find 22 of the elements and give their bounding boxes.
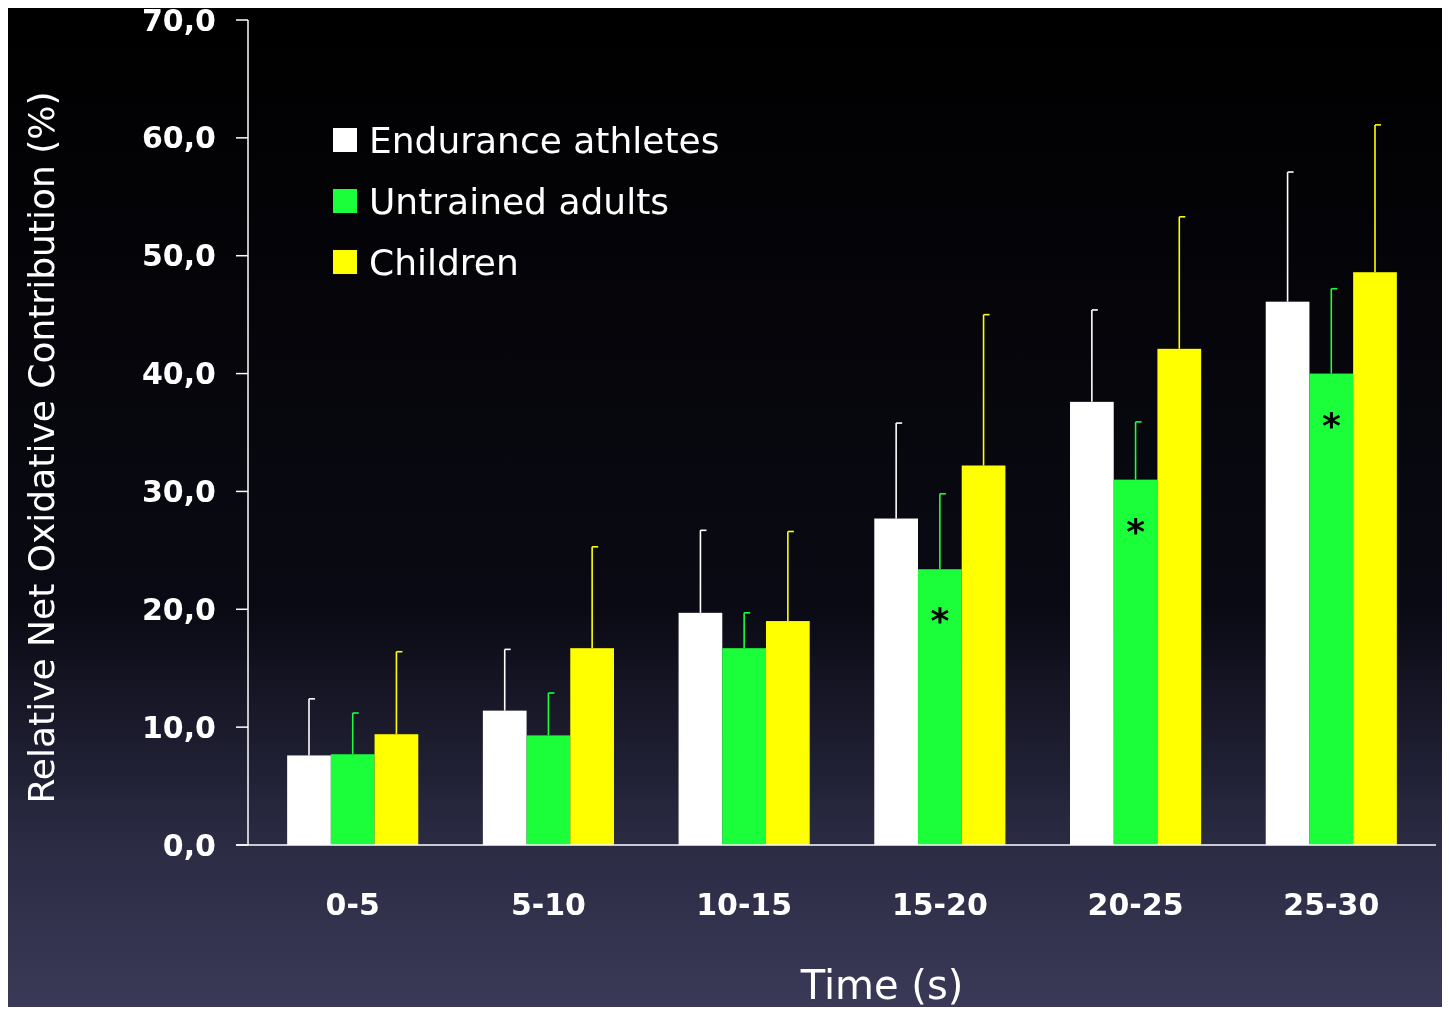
x-tick-label: 15-20 xyxy=(891,887,988,922)
y-tick-label: 70,0 xyxy=(141,2,216,38)
y-tick-label: 10,0 xyxy=(141,709,216,745)
annotation: * xyxy=(1126,510,1146,552)
x-tick-label: 5-10 xyxy=(510,887,586,922)
y-tick-label: 20,0 xyxy=(141,591,216,627)
x-axis-title: Time (s) xyxy=(799,962,964,1008)
y-tick-label: 40,0 xyxy=(141,356,216,392)
legend-label: Untrained adults xyxy=(369,180,670,222)
x-tick-label: 10-15 xyxy=(696,887,793,922)
x-tick-label: 0-5 xyxy=(325,887,380,922)
legend-label: Children xyxy=(369,241,519,283)
y-tick-label: 0,0 xyxy=(162,827,216,863)
x-tick-label: 20-25 xyxy=(1087,887,1184,922)
annotation: * xyxy=(1321,404,1341,446)
legend-label: Endurance athletes xyxy=(369,119,720,161)
x-tick-label: 25-30 xyxy=(1283,887,1380,922)
y-axis-title: Relative Net Oxidative Contribution (%) xyxy=(21,91,62,804)
y-tick-label: 30,0 xyxy=(141,473,216,509)
y-tick-label: 50,0 xyxy=(141,238,216,274)
y-tick-label: 60,0 xyxy=(141,120,216,156)
annotation: * xyxy=(930,600,950,642)
